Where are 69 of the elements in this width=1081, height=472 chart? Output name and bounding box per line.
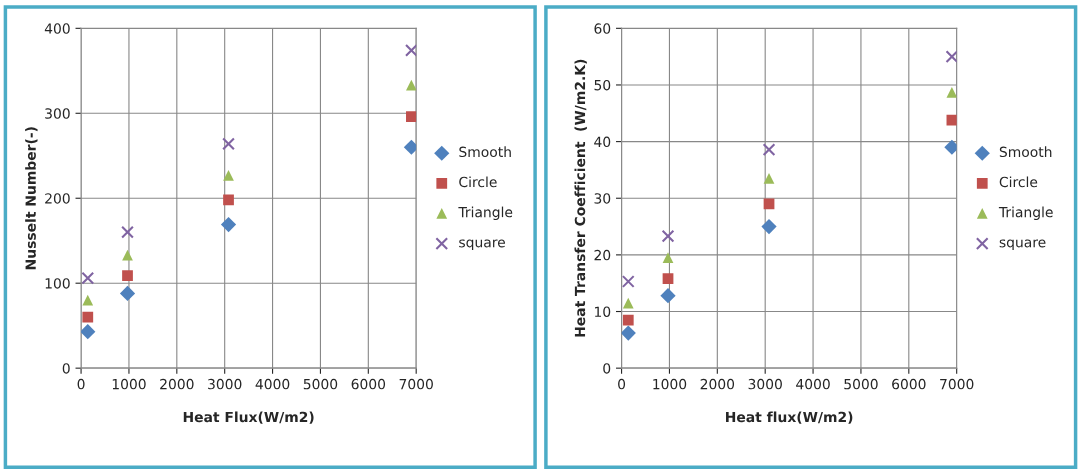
y-tick-label: 400 bbox=[44, 23, 70, 34]
point bbox=[621, 325, 636, 341]
point bbox=[406, 111, 417, 123]
point bbox=[946, 86, 957, 98]
point bbox=[622, 297, 634, 309]
point bbox=[223, 194, 234, 206]
x-tick-label: 0 bbox=[77, 378, 85, 390]
point bbox=[406, 79, 417, 91]
x-tick-label: 1000 bbox=[112, 378, 146, 390]
y-tick-label: 0 bbox=[603, 363, 611, 374]
point bbox=[222, 137, 235, 151]
y-axis-title: Nusselt Number(-) bbox=[25, 127, 38, 270]
y-axis-title: Heat Transfer Coefficient (W/m2.K) bbox=[574, 59, 587, 337]
point bbox=[762, 143, 776, 156]
point bbox=[761, 218, 777, 235]
legend-label: Triangle bbox=[458, 206, 513, 221]
x-tick-label: 6000 bbox=[892, 378, 926, 390]
point bbox=[404, 43, 417, 57]
x-tick-label: 3000 bbox=[748, 378, 782, 390]
y-tick-label: 60 bbox=[594, 23, 611, 34]
point bbox=[82, 294, 94, 306]
y-tick-label: 30 bbox=[594, 193, 611, 204]
y-tick-label: 200 bbox=[45, 193, 70, 204]
legend-label: square bbox=[459, 239, 505, 251]
x-tick-label: 3000 bbox=[208, 378, 242, 390]
point bbox=[622, 314, 634, 326]
y-tick-label: 10 bbox=[595, 306, 611, 317]
x-tick-label: 1000 bbox=[653, 378, 687, 390]
point bbox=[945, 50, 957, 64]
point bbox=[661, 229, 675, 243]
x-tick-label: 4000 bbox=[796, 378, 830, 390]
legend-label: Circle bbox=[459, 176, 497, 188]
point bbox=[82, 311, 94, 323]
point bbox=[660, 288, 676, 304]
x-axis-title: Heat flux(W/m2) bbox=[726, 411, 853, 424]
x-tick-label: 0 bbox=[618, 378, 626, 390]
legend-label: Triangle bbox=[998, 206, 1053, 221]
y-tick-label: 300 bbox=[45, 108, 70, 119]
legend-label: Circle bbox=[999, 176, 1038, 188]
point bbox=[81, 271, 95, 285]
point bbox=[621, 275, 635, 288]
point bbox=[220, 216, 237, 233]
point bbox=[122, 249, 133, 261]
legend-label: square bbox=[999, 239, 1046, 251]
x-tick-label: 7000 bbox=[399, 378, 433, 390]
legend-label: Smooth bbox=[459, 146, 511, 158]
x-tick-label: 5000 bbox=[303, 378, 338, 390]
x-tick-label: 4000 bbox=[255, 378, 290, 390]
y-tick-label: 50 bbox=[594, 79, 611, 91]
y-tick-label: 100 bbox=[45, 278, 70, 289]
y-tick-label: 40 bbox=[594, 136, 611, 148]
x-axis-title: Heat Flux(W/m2) bbox=[183, 411, 314, 424]
legend-label: Smooth bbox=[999, 146, 1052, 158]
x-tick-label: 7000 bbox=[940, 378, 974, 390]
y-tick-label: 0 bbox=[62, 363, 70, 374]
x-tick-label: 2000 bbox=[700, 378, 735, 390]
x-tick-label: 6000 bbox=[351, 378, 386, 390]
point bbox=[119, 285, 136, 301]
x-tick-label: 5000 bbox=[844, 378, 878, 390]
point bbox=[122, 270, 133, 281]
point bbox=[403, 139, 417, 155]
point bbox=[662, 252, 674, 264]
y-tick-label: 20 bbox=[594, 249, 611, 261]
point bbox=[121, 225, 134, 239]
point bbox=[763, 173, 775, 184]
point bbox=[223, 169, 234, 181]
x-tick-label: 2000 bbox=[160, 378, 194, 390]
point bbox=[662, 273, 674, 285]
point bbox=[81, 324, 96, 340]
